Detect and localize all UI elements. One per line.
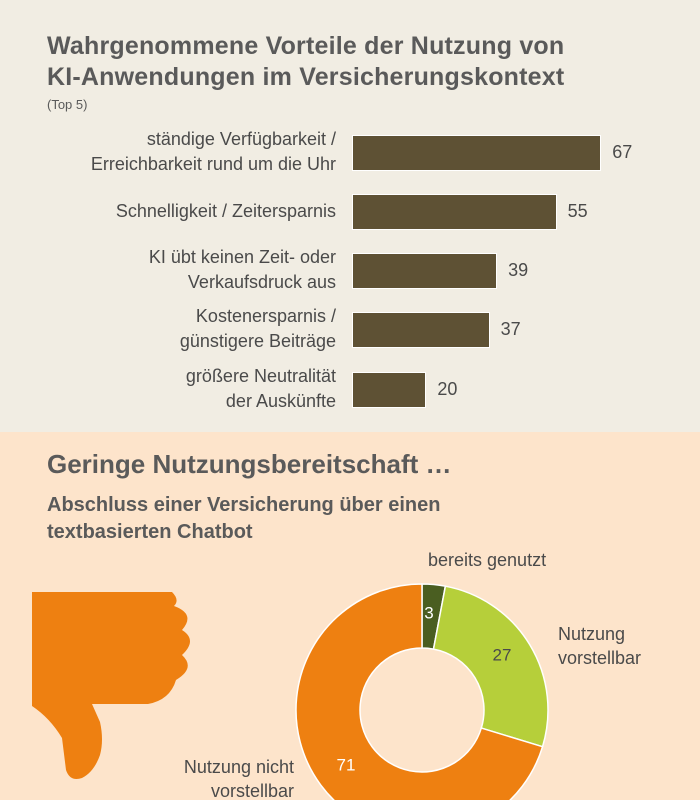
bar-value-label: 39 [508,260,529,280]
bar [352,372,427,408]
bar-category-label: größere Neutralität der Auskünfte [185,366,336,411]
chart-title: Wahrgenommene Vorteile der Nutzung von K… [47,31,564,93]
bar-category-label: Schnelligkeit / Zeitersparnis [115,200,336,221]
bar [352,312,490,348]
bar-value-label: 37 [500,319,521,339]
section-subheading: Abschluss einer Versicherung über einen … [47,492,440,546]
bar-value-label: 55 [567,201,588,221]
donut-chart: 3 27 71 [295,583,549,800]
chart-subtitle: (Top 5) [47,97,88,112]
donut-slice [295,583,544,800]
donut-slice-label: bereits genutzt [428,550,547,570]
bar [352,135,602,171]
bar-category-label: ständige Verfügbarkeit / Erreichbarkeit r… [90,129,336,174]
donut-slice [432,585,549,748]
donut-value-label: 3 [424,603,433,622]
donut-slice-label: Nutzung nicht vorstellbar [183,757,294,801]
bar-category-label: KI übt keinen Zeit- oder Verkaufsdruck au… [148,247,336,292]
top-panel [0,0,700,432]
chart-title-line2: KI-Anwendungen im Versicherungskontext [47,63,565,91]
bar [352,194,557,230]
bar-value-label: 67 [612,142,633,162]
donut-slice-label: Nutzung vorstellbar [558,624,642,668]
chart-title-line1: Wahrgenommene Vorteile der Nutzung von [47,32,565,60]
section-heading: Geringe Nutzungsbereitschaft … [47,449,452,479]
bar [352,253,498,289]
bar-value-label: 20 [437,379,458,399]
section-subheading-line2: textbasierten Chatbot [47,521,253,543]
thumbs-down-icon [32,592,190,779]
bar-category-label: Kostenersparnis / günstigere Beiträge [179,306,336,351]
donut-value-label: 71 [337,755,356,774]
section-subheading-line1: Abschluss einer Versicherung über einen [47,494,441,516]
donut-value-label: 27 [493,645,512,664]
